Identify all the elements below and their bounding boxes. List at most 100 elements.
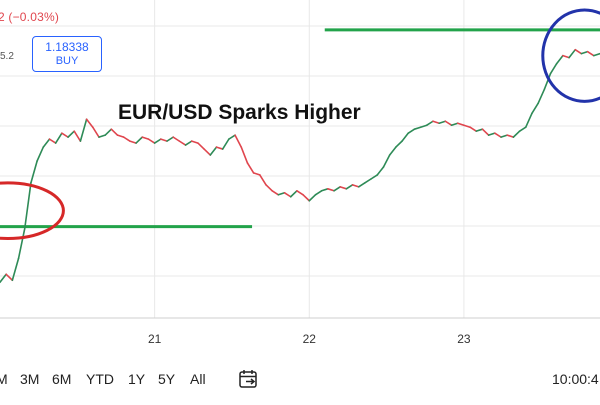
price-segment	[246, 162, 255, 174]
price-segment	[555, 54, 564, 65]
price-segment	[432, 120, 440, 125]
price-segment	[487, 132, 496, 136]
price-segment	[351, 184, 360, 188]
price-segment	[289, 190, 298, 198]
price-segment	[79, 118, 88, 142]
range-button-3m[interactable]: 3M	[20, 371, 40, 387]
price-segment	[234, 134, 243, 148]
price-segment	[277, 191, 286, 196]
price-segment	[5, 273, 14, 282]
price-segment	[61, 132, 69, 138]
x-tick-label: 21	[148, 332, 162, 346]
price-segment	[500, 134, 509, 138]
price-segment	[531, 102, 539, 115]
price-segment	[339, 186, 348, 190]
price-segment	[327, 188, 335, 192]
price-segment	[426, 120, 434, 127]
clock-readout: 10:00:4	[552, 371, 599, 387]
price-segment	[481, 128, 490, 136]
price-segment	[209, 146, 218, 156]
price-segment	[48, 138, 57, 144]
price-segment	[166, 136, 174, 142]
price-segment	[240, 146, 249, 164]
price-series	[0, 48, 600, 284]
price-segment	[215, 146, 224, 150]
price-segment	[98, 134, 106, 138]
x-axis-ticks: 21 22 23	[148, 332, 471, 346]
price-segment	[382, 154, 391, 168]
price-segment	[160, 138, 168, 142]
price-segment	[252, 172, 261, 176]
price-segment	[190, 140, 199, 144]
price-segment	[11, 257, 20, 282]
price-segment	[116, 134, 125, 138]
price-segment	[178, 140, 187, 146]
buy-button[interactable]: 1.18338 BUY	[32, 36, 102, 72]
price-segment	[110, 128, 119, 136]
price-segment	[30, 160, 38, 184]
price-segment	[141, 136, 150, 140]
buy-price: 1.18338	[45, 40, 89, 54]
highlight-ellipse	[541, 8, 600, 103]
price-segment	[302, 193, 311, 202]
range-button-m[interactable]: M	[0, 371, 8, 387]
price-segment	[475, 128, 484, 132]
buy-label: BUY	[55, 55, 79, 67]
price-segment	[17, 227, 26, 260]
price-segment	[562, 54, 570, 59]
price-segment	[444, 120, 453, 127]
price-segment	[0, 273, 7, 284]
price-segment	[549, 62, 558, 75]
range-button-all[interactable]: All	[190, 371, 206, 387]
price-segment	[91, 126, 100, 138]
price-segment	[320, 188, 329, 192]
price-segment	[308, 193, 317, 202]
price-segment	[221, 138, 230, 150]
price-segment	[23, 182, 32, 230]
price-segment	[265, 184, 273, 192]
price-segment	[438, 120, 447, 125]
price-change-label: 2 (−0.03%)	[0, 10, 60, 24]
range-button-5y[interactable]: 5Y	[158, 371, 176, 387]
price-segment	[456, 122, 465, 127]
highlight-ellipse	[0, 181, 65, 240]
price-segment	[593, 52, 600, 57]
price-segment	[85, 118, 94, 128]
price-segment	[357, 182, 366, 188]
range-button-6m[interactable]: 6M	[52, 371, 72, 387]
price-segment	[450, 122, 459, 127]
x-tick-label: 23	[457, 332, 471, 346]
calendar-goto-icon[interactable]	[238, 368, 260, 390]
price-segment	[135, 136, 144, 144]
price-segment	[67, 130, 76, 138]
price-segment	[419, 124, 428, 128]
price-segment	[314, 190, 323, 196]
price-segment	[543, 72, 552, 91]
price-segment	[494, 132, 502, 138]
price-segment	[463, 124, 471, 128]
x-tick-label: 22	[303, 332, 317, 346]
price-segment	[153, 138, 162, 144]
circle-annotation-layer	[0, 8, 600, 240]
price-segment	[537, 88, 546, 105]
annotation-layer	[0, 28, 600, 229]
price-segment	[73, 130, 82, 142]
price-segment	[401, 132, 410, 142]
price-segment	[524, 112, 533, 128]
price-segment	[395, 140, 403, 148]
price-segment	[42, 138, 51, 148]
price-segment	[364, 178, 372, 184]
price-segment	[586, 50, 595, 57]
price-segment	[469, 126, 478, 132]
price-segment	[345, 184, 354, 190]
price-segment	[197, 142, 205, 150]
price-segment	[129, 140, 137, 144]
range-button-ytd[interactable]: YTD	[86, 371, 114, 387]
price-segment	[184, 140, 193, 146]
price-segment	[203, 148, 212, 156]
price-segment	[122, 136, 131, 142]
price-segment	[376, 166, 385, 176]
range-button-1y[interactable]: 1Y	[128, 371, 146, 387]
